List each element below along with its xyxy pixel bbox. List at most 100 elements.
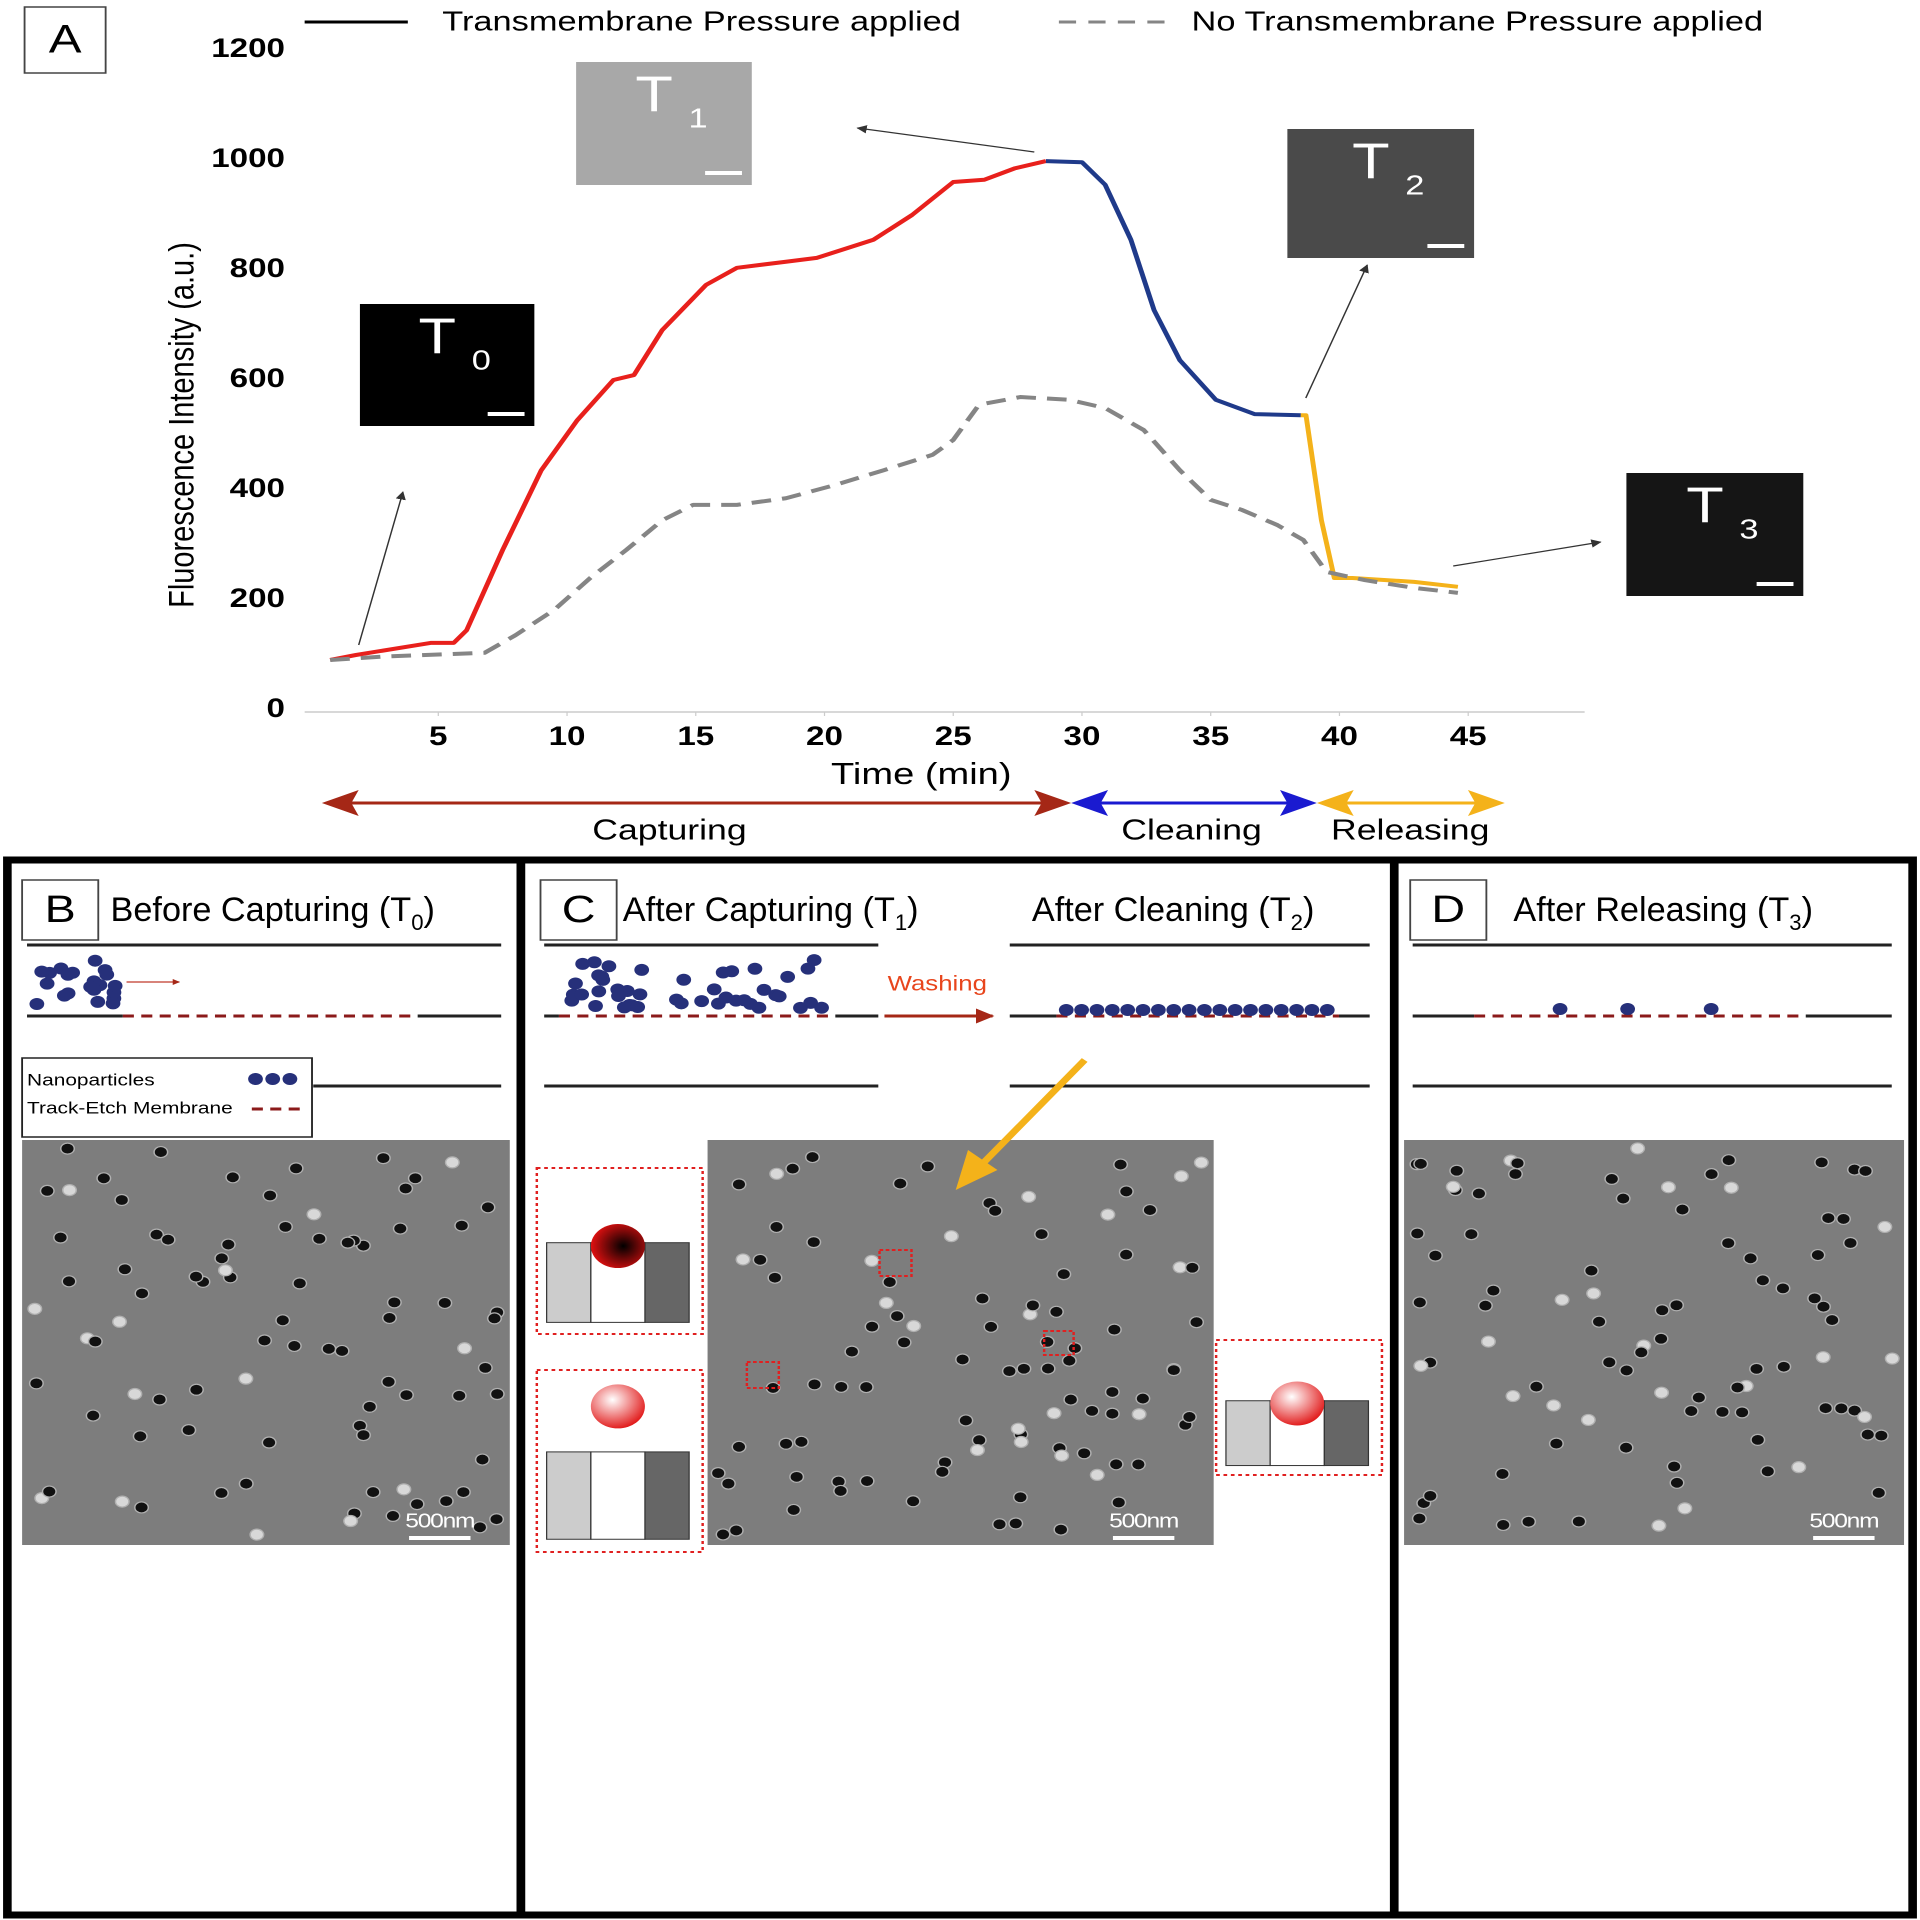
title-text: After Cleaning (T (1032, 891, 1291, 929)
pore (343, 1514, 359, 1528)
pore (1113, 1158, 1129, 1171)
pore (214, 1252, 230, 1265)
pore (1166, 1364, 1182, 1377)
pore (340, 1236, 356, 1249)
pore (889, 1309, 905, 1323)
title-text: After Releasing (T (1513, 891, 1789, 929)
pore (1130, 1458, 1146, 1471)
pore (905, 1495, 921, 1508)
pore (1076, 1447, 1092, 1460)
nanoparticle (611, 989, 626, 1002)
pore (188, 1383, 204, 1396)
pore (1118, 1185, 1134, 1198)
pore (1449, 1164, 1465, 1177)
pore (53, 1231, 69, 1244)
nanoparticle (1166, 1004, 1182, 1016)
panel-label: D (1431, 888, 1465, 931)
panel-title: After Capturing (T1) (623, 891, 919, 935)
scale-bar (1112, 1536, 1175, 1540)
inset-arrow (1305, 264, 1369, 399)
inset-label: T (635, 66, 673, 122)
pore (731, 1178, 747, 1191)
pore (381, 1311, 397, 1325)
pore (1010, 1422, 1026, 1435)
nanoparticle (632, 988, 648, 1001)
nanoparticle (568, 977, 583, 990)
pore (1818, 1402, 1834, 1415)
pore (1580, 1413, 1596, 1427)
pore (1427, 1249, 1443, 1262)
pore (292, 1277, 308, 1290)
pore (1053, 1523, 1069, 1536)
pointer-head (955, 1150, 998, 1190)
pore (1173, 1170, 1189, 1183)
pore (60, 1142, 76, 1155)
pore (1683, 1404, 1699, 1418)
pore (321, 1342, 337, 1355)
pore (992, 1518, 1007, 1531)
pore (1554, 1293, 1570, 1306)
pore (153, 1145, 169, 1159)
pore (1654, 1386, 1670, 1399)
pore (1604, 1172, 1620, 1186)
nanoparticle (630, 1001, 646, 1014)
pore-block (546, 1451, 592, 1540)
pore (1135, 1392, 1151, 1405)
pore (1651, 1519, 1667, 1532)
pore (249, 1528, 265, 1541)
nanoparticle (591, 985, 607, 998)
pore (132, 1430, 148, 1443)
nanoparticle (676, 973, 692, 986)
pore (160, 1233, 176, 1246)
pore (288, 1162, 304, 1175)
pore (1760, 1465, 1776, 1478)
pore (1485, 1284, 1501, 1297)
pore (1615, 1192, 1631, 1205)
pore (1013, 1435, 1029, 1449)
pore (486, 1312, 502, 1325)
pore (1510, 1157, 1526, 1170)
pore (134, 1287, 150, 1300)
pore (96, 1172, 112, 1185)
nanoparticle (780, 970, 796, 983)
pore (1653, 1332, 1669, 1345)
pore (398, 1182, 414, 1195)
pore (955, 1353, 971, 1366)
pore (62, 1184, 78, 1197)
pore (1721, 1154, 1737, 1167)
panel-label-box (21, 879, 100, 941)
pore (409, 1498, 425, 1511)
pore (1857, 1410, 1873, 1424)
pore (39, 1184, 55, 1198)
pore (311, 1232, 327, 1245)
nanoparticle (1074, 1004, 1089, 1016)
pore (1084, 1404, 1100, 1417)
pore (489, 1387, 505, 1401)
pore (1413, 1157, 1429, 1170)
pore (1025, 1299, 1041, 1312)
inset-scale-bar (705, 171, 742, 175)
legend-label: No Transmembrane Pressure applied (1192, 5, 1764, 36)
pore (28, 1377, 44, 1390)
pore (1409, 1227, 1425, 1240)
pore (1040, 1362, 1056, 1375)
pore (767, 1271, 783, 1284)
nanoparticle (60, 987, 76, 1000)
sem-image (1404, 1140, 1905, 1545)
nanoparticle (793, 1001, 808, 1014)
pore (1666, 1460, 1682, 1473)
pore (1591, 1315, 1607, 1328)
pore (1505, 1389, 1521, 1403)
pore (1820, 1211, 1836, 1225)
pore (127, 1387, 143, 1401)
nanoparticle (1120, 1004, 1136, 1016)
x-tick-label: 5 (429, 722, 447, 751)
y-tick-label: 600 (230, 364, 285, 393)
y-axis-label: Fluorescence Intensity (a.u.) (162, 242, 201, 608)
pore (864, 1320, 880, 1333)
nanoparticle (1197, 1004, 1212, 1016)
pore (27, 1302, 43, 1315)
pore-channel (590, 1451, 646, 1540)
nanoparticle (39, 977, 55, 990)
